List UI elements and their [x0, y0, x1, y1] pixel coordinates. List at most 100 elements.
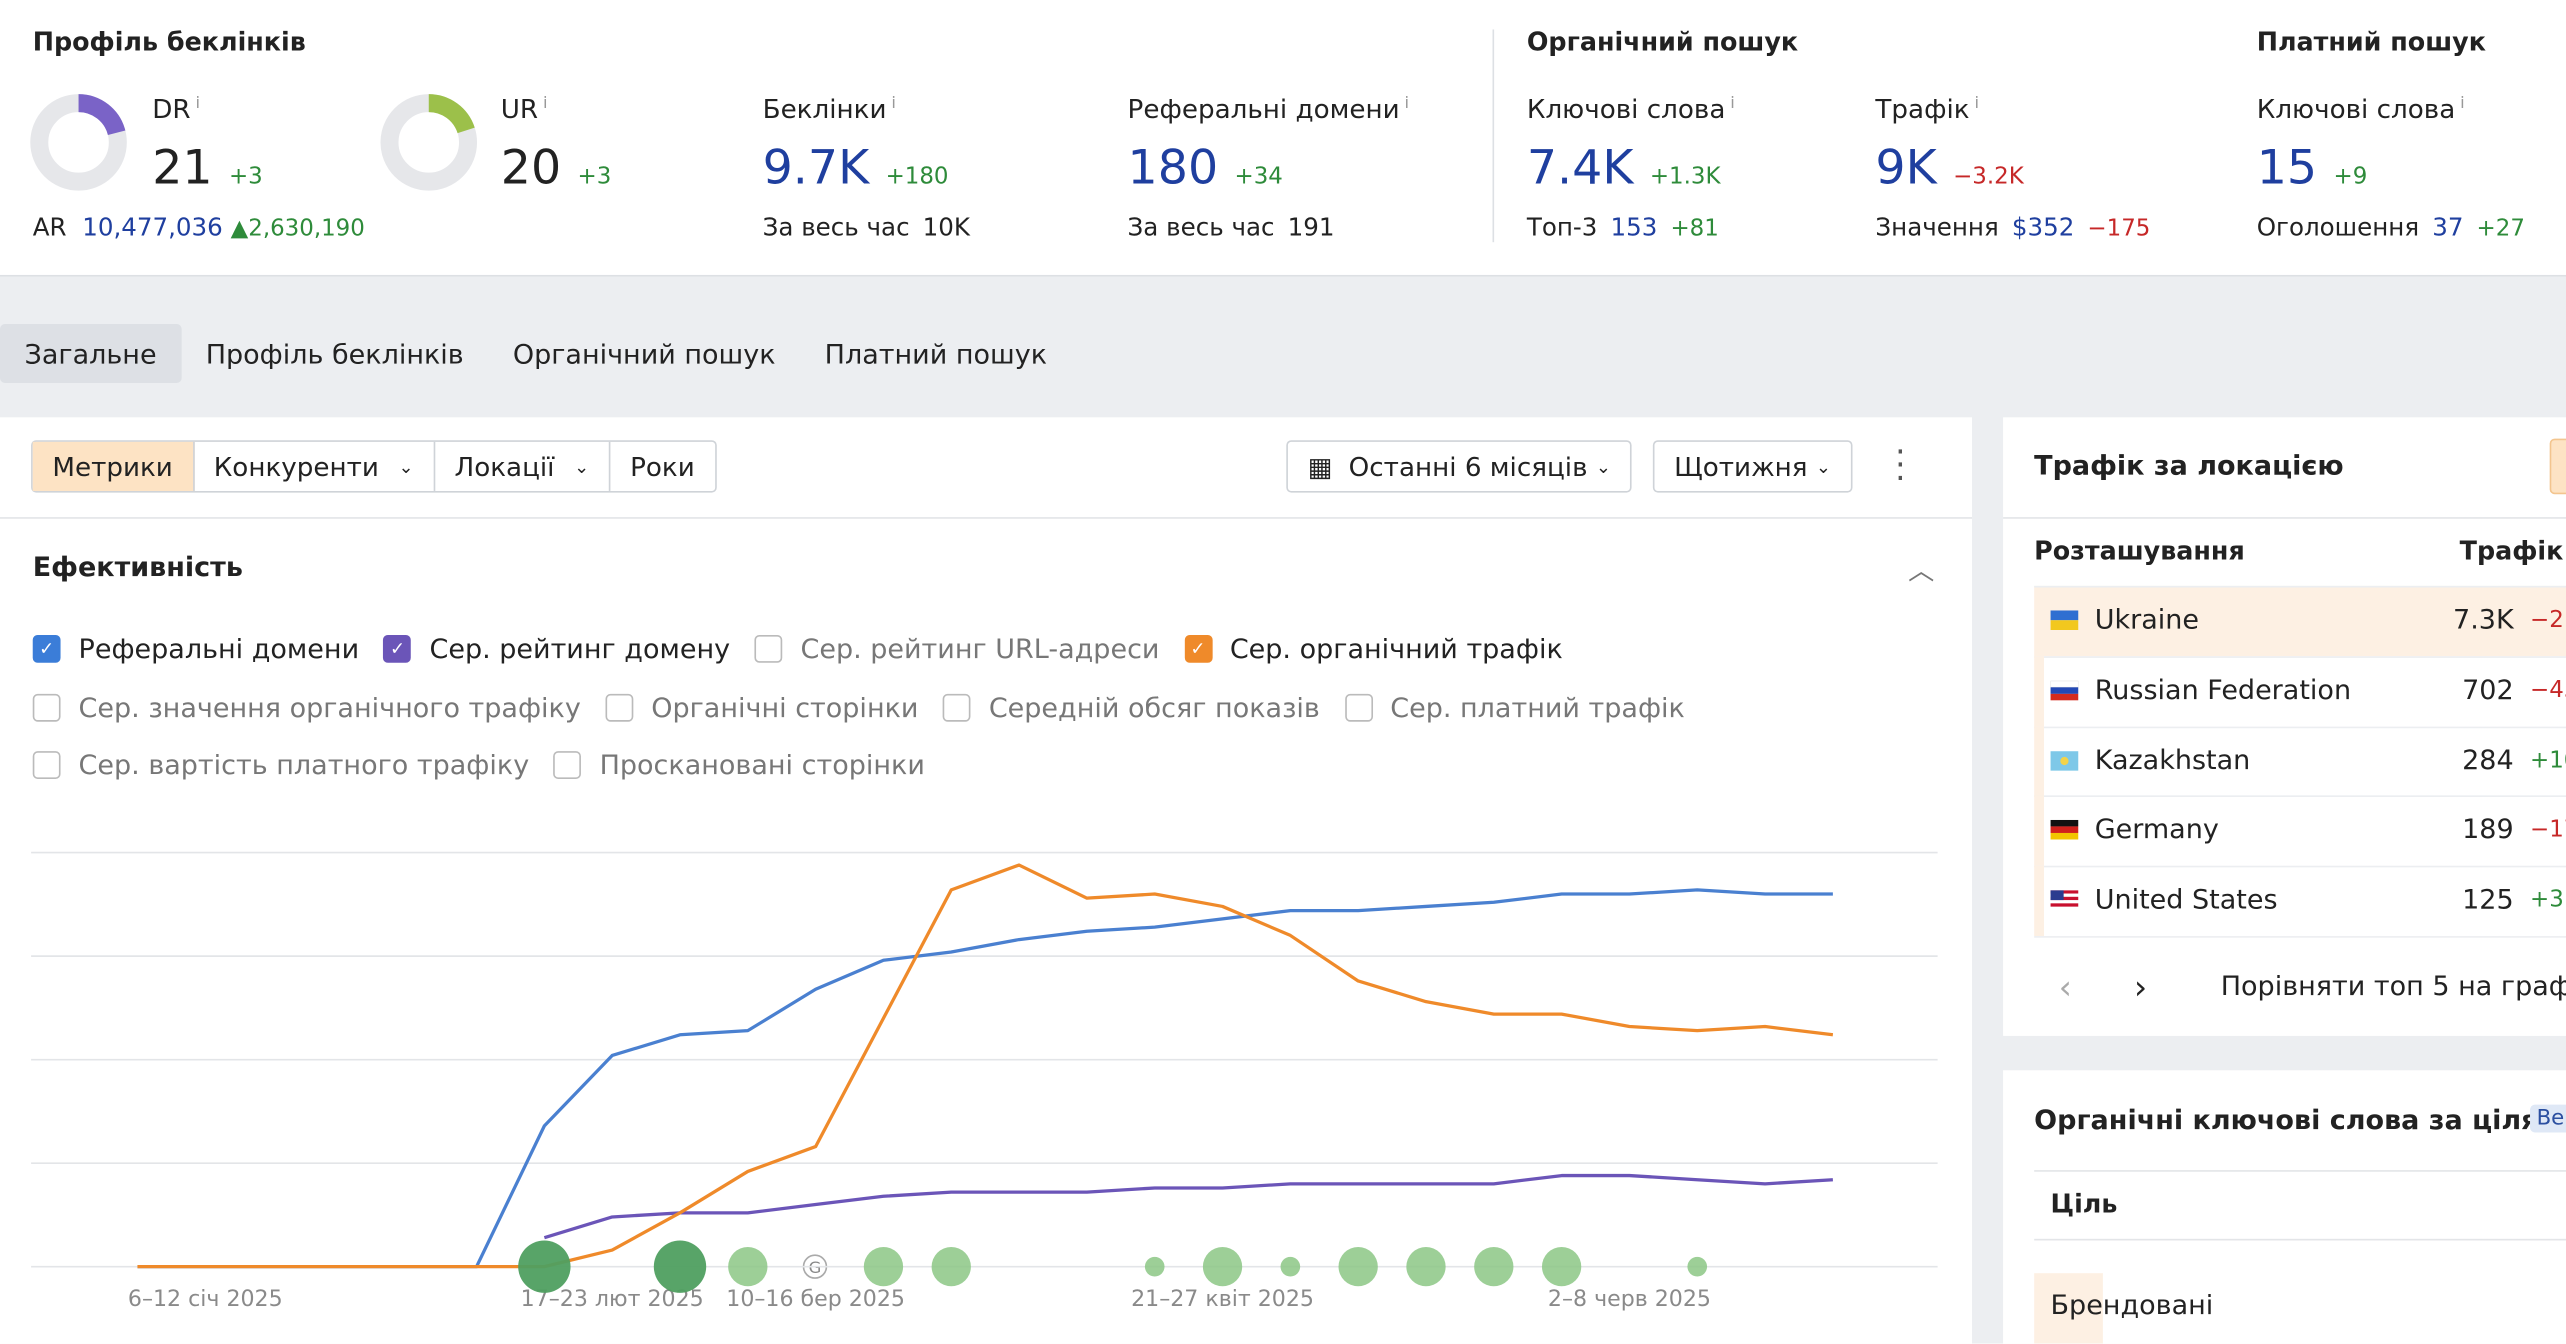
- prev[interactable]: ‹: [2058, 967, 2072, 1007]
- segment-label: Конкуренти: [213, 450, 379, 482]
- segment[interactable]: Метрики: [32, 441, 195, 491]
- sub-value: $352: [2011, 212, 2075, 243]
- delta: −2.: [2530, 607, 2566, 634]
- segment[interactable]: Роки: [610, 442, 714, 491]
- metric: 9.7K +180: [762, 139, 949, 195]
- event: [863, 1247, 904, 1287]
- series-line: [137, 863, 1834, 1269]
- box: ✓: [1184, 635, 1212, 664]
- box: [754, 635, 783, 664]
- event: [728, 1247, 768, 1287]
- delta: +31: [2530, 887, 2566, 914]
- checkbox-label: Сер. платний трафік: [1390, 691, 1685, 723]
- delta: −17: [2530, 817, 2566, 844]
- sub-label: Топ-3: [1526, 212, 1598, 243]
- period-button[interactable]: ▦ Останні 6 місяців ⌄: [1286, 440, 1633, 493]
- checkbox-label: Проскановані сторінки: [599, 749, 925, 782]
- delta: −45: [2530, 677, 2566, 704]
- event: [1144, 1256, 1165, 1277]
- checkbox[interactable]: Проскановані сторінки: [553, 749, 925, 782]
- traffic: 702: [2462, 673, 2514, 705]
- tab[interactable]: Профіль беклінків: [205, 337, 464, 370]
- sub-label: За весь час: [762, 212, 910, 243]
- section-title: Платний пошук: [2256, 27, 2486, 58]
- label-text: Ключові слова: [2256, 93, 2456, 125]
- badge: Be: [2530, 1104, 2566, 1133]
- sub-value: 153: [1610, 212, 1658, 243]
- checkbox[interactable]: ✓ Сер. органічний трафік: [1184, 634, 1563, 665]
- flag: [2050, 820, 2079, 841]
- row-bar: [2034, 655, 2044, 727]
- event: [1338, 1247, 1378, 1287]
- sub-label: Оголошення: [2256, 212, 2420, 243]
- box: [943, 693, 971, 722]
- event: [1541, 1247, 1582, 1287]
- sub-delta: +81: [1670, 216, 1719, 243]
- info: i: [1404, 94, 1410, 113]
- delta: +9: [2333, 163, 2368, 190]
- traffic: 7.3K: [2453, 603, 2514, 635]
- checkbox[interactable]: ✓ Сер. рейтинг домену: [383, 634, 730, 665]
- sub: За весь час 10K: [763, 213, 970, 242]
- delta: +34: [1234, 163, 1283, 190]
- checkbox[interactable]: Середній обсяг показів: [943, 692, 1320, 723]
- location-name: Russian Federation: [2094, 673, 2352, 705]
- flag: [2050, 610, 2079, 631]
- sub: Оголошення 37 +27: [2257, 213, 2525, 242]
- collapse[interactable]: ︿: [1908, 554, 1935, 586]
- checkbox-label: Сер. органічний трафік: [1229, 633, 1563, 665]
- row: [2034, 795, 2566, 866]
- metric: 7.4K +1.3K: [1527, 143, 1721, 191]
- row-bar: [2034, 795, 2044, 867]
- metric: 20 +3: [500, 139, 612, 195]
- checkbox[interactable]: ✓ Реферальні домени: [32, 634, 359, 665]
- segment[interactable]: Конкуренти ⌄: [194, 441, 435, 491]
- segment[interactable]: Локації ⌄: [435, 441, 611, 491]
- checkbox[interactable]: Сер. платний трафік: [1344, 691, 1685, 723]
- marker-label: G: [809, 1258, 822, 1277]
- checkbox[interactable]: Сер. значення органічного трафіку: [32, 691, 581, 723]
- checkbox[interactable]: Сер. рейтинг URL-адреси: [754, 634, 1159, 665]
- row-label: Брендовані: [2050, 1289, 2214, 1321]
- label-text: Беклінки: [762, 93, 887, 125]
- tab[interactable]: Загальне: [0, 324, 182, 383]
- checkbox[interactable]: Органічні сторінки: [605, 692, 918, 723]
- value: 9.7K: [762, 139, 870, 195]
- tab[interactable]: Платний пошук: [824, 337, 1048, 370]
- checkbox-label: Органічні сторінки: [651, 691, 919, 723]
- label: DR i: [152, 93, 201, 125]
- flag: [2050, 680, 2079, 701]
- interval-button[interactable]: Щотижня ⌄: [1652, 440, 1853, 493]
- event: [1202, 1247, 1243, 1287]
- col-header: Ціль: [2050, 1189, 2118, 1220]
- chart: G 6–12 січ 2025 17–23 лют 2025 10–16 бер 2…: [31, 851, 1938, 1312]
- checkbox-label: Сер. значення органічного трафіку: [78, 691, 581, 723]
- x-tick-label: 10–16 бер 2025: [726, 1286, 905, 1312]
- checkbox[interactable]: Сер. вартість платного трафіку: [32, 750, 529, 781]
- label: Ключові слова i: [2257, 93, 2465, 124]
- metric: 180 +34: [1128, 143, 1283, 191]
- col-header: Трафік: [2459, 536, 2564, 567]
- row: [2034, 725, 2566, 796]
- caret: ⌄: [398, 455, 414, 478]
- section-title: Профіль беклінків: [32, 27, 306, 58]
- tab[interactable]: Органічний пошук: [512, 337, 776, 370]
- panel-title: Органічні ключові слова за цілями: [2034, 1104, 2566, 1136]
- value: 15: [2256, 139, 2318, 195]
- button[interactable]: [2549, 438, 2566, 495]
- box: [605, 693, 634, 722]
- delta: −3.2K: [1953, 163, 2024, 190]
- menu[interactable]: · · ·: [1895, 432, 1906, 498]
- checkbox-row: Сер. вартість платного трафіку Просканова…: [32, 736, 1710, 794]
- segment-label: Роки: [630, 450, 695, 482]
- sub-label: За весь час: [1127, 212, 1275, 243]
- segment-label: Локації: [454, 450, 555, 482]
- event: [653, 1240, 707, 1293]
- metric: 15 +9: [2256, 139, 2368, 195]
- section-title: Ефективність: [32, 551, 243, 583]
- segment-label: Метрики: [52, 450, 173, 482]
- sub: Значення $352 −175: [1875, 213, 2150, 242]
- next[interactable]: ›: [2133, 967, 2148, 1007]
- compare-link[interactable]: Порівняти топ 5 на графік: [2220, 970, 2566, 1002]
- box: [1344, 693, 1373, 722]
